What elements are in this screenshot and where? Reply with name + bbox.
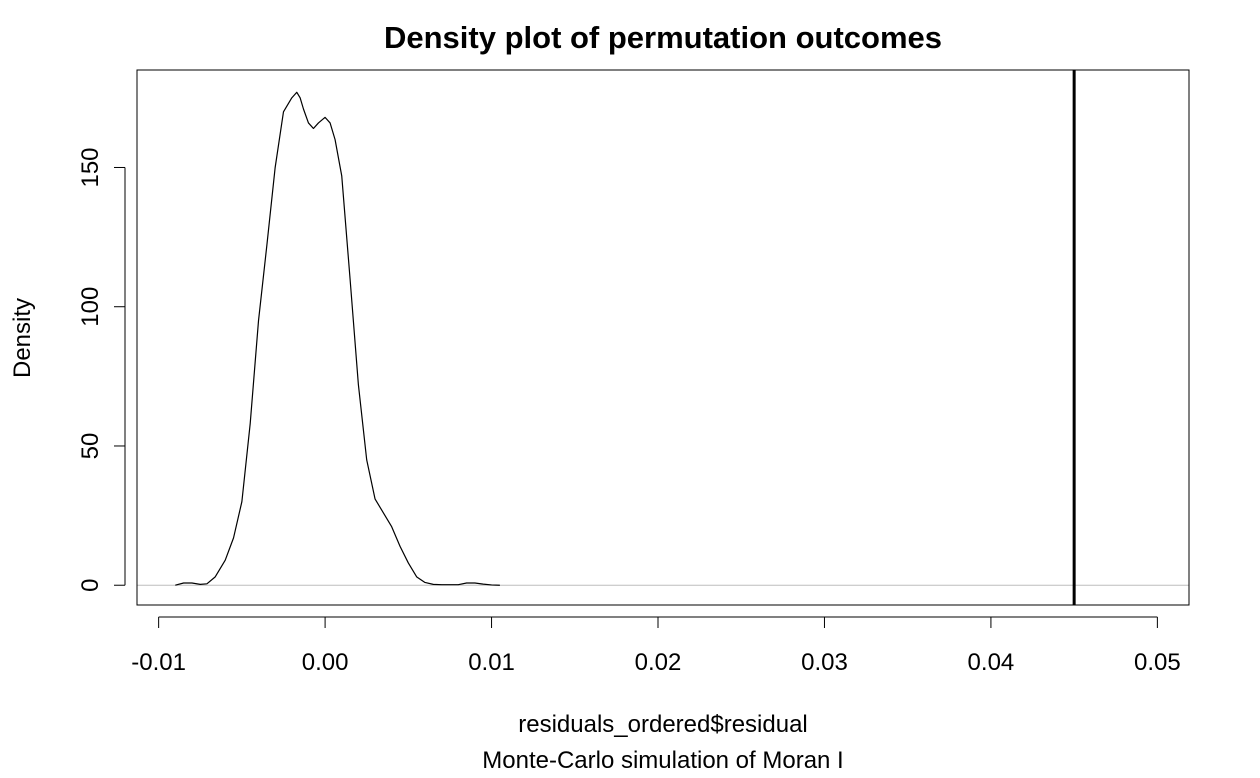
x-axis-label: residuals_ordered$residual (518, 711, 808, 738)
density-curve (175, 91, 500, 586)
x-tick-label: 0.00 (302, 649, 349, 676)
y-tick-label: 100 (77, 287, 104, 327)
x-axis: -0.01 0.00 0.01 0.02 0.03 0.04 0.05 (131, 616, 1181, 676)
y-tick-label: 150 (77, 147, 104, 187)
x-tick-label: -0.01 (131, 649, 186, 676)
x-tick-label: 0.05 (1134, 649, 1181, 676)
y-axis-label: Density (9, 298, 36, 378)
plot-frame (136, 69, 1190, 606)
x-tick-label: 0.01 (468, 649, 515, 676)
x-tick-label: 0.02 (635, 649, 682, 676)
x-axis-subtitle: Monte-Carlo simulation of Moran I (482, 747, 843, 774)
y-tick-label: 0 (77, 579, 104, 592)
chart-title: Density plot of permutation outcomes (384, 20, 942, 55)
y-tick-label: 50 (77, 433, 104, 460)
x-tick-label: 0.04 (968, 649, 1015, 676)
x-tick-label: 0.03 (801, 649, 848, 676)
y-axis: 0 50 100 150 (77, 147, 126, 592)
